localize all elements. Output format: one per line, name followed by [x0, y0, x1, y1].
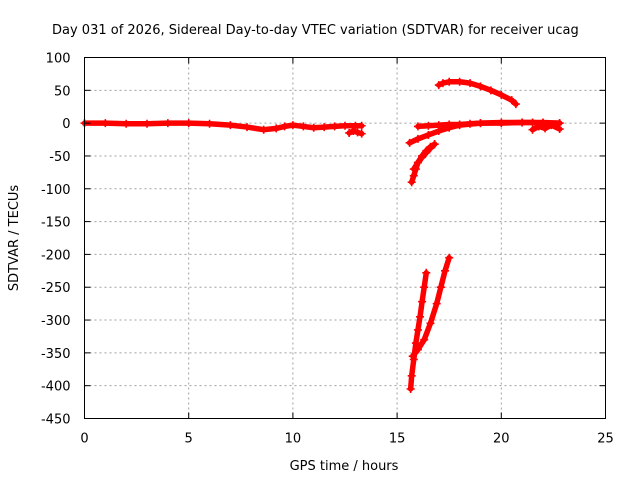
- x-tick-label: 5: [185, 432, 193, 447]
- y-tick-label: -50: [49, 150, 70, 165]
- y-tick-label: -450: [41, 413, 71, 428]
- y-axis-label: SDTVAR / TECUs: [7, 185, 22, 292]
- y-tick-label: -100: [41, 183, 71, 198]
- data-point: [445, 253, 454, 262]
- data-point: [357, 121, 366, 130]
- x-tick-label: 25: [597, 432, 614, 447]
- y-tick-label: -200: [41, 248, 71, 263]
- y-tick-label: 100: [46, 52, 71, 67]
- data-point: [422, 268, 431, 277]
- y-tick-label: -150: [41, 216, 71, 231]
- axis-ticks: 0 5 10 15 20 25 100 50 0 -50 -100 -150 -200 -250 -300 -…: [41, 52, 614, 447]
- data-point: [357, 129, 366, 138]
- y-tick-label: 0: [62, 117, 70, 132]
- x-tick-label: 15: [389, 432, 406, 447]
- x-tick-label: 20: [493, 432, 510, 447]
- y-tick-label: 50: [54, 84, 71, 99]
- chart-title: Day 031 of 2026, Sidereal Day-to-day VTE…: [52, 23, 579, 38]
- y-tick-label: -300: [41, 314, 71, 329]
- data-point: [430, 140, 439, 149]
- data-trace-segment: [421, 320, 434, 343]
- x-axis-label: GPS time / hours: [290, 459, 399, 474]
- y-tick-label: -350: [41, 347, 71, 362]
- y-tick-label: -400: [41, 380, 71, 395]
- data-point: [511, 100, 520, 109]
- data-layer: [80, 77, 564, 393]
- x-tick-label: 0: [80, 432, 88, 447]
- plot-frame: [84, 57, 606, 419]
- y-tick-label: -250: [41, 281, 71, 296]
- data-point: [555, 125, 564, 134]
- data-trace-segment: [427, 300, 440, 327]
- x-tick-label: 10: [285, 432, 302, 447]
